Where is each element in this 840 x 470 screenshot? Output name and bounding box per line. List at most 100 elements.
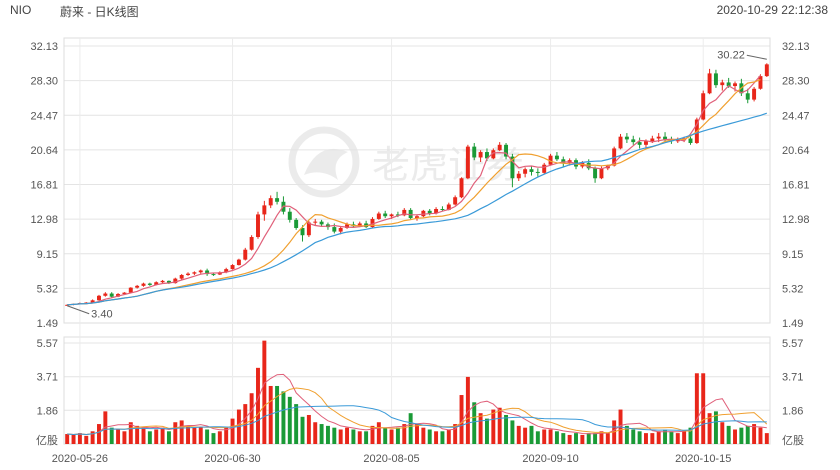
price-tick-label-right: 20.64 [782, 145, 810, 157]
candle-body [224, 269, 229, 273]
volume-bar [694, 373, 699, 444]
volume-bar [294, 404, 299, 444]
candle-body [713, 73, 718, 86]
price-tick-label-right: 5.32 [782, 283, 803, 295]
volume-bar [644, 433, 648, 444]
volume-bar [535, 431, 540, 444]
volume-bar [752, 424, 757, 444]
price-tick-label-left: 9.15 [37, 249, 58, 261]
volume-bar [122, 431, 127, 444]
volume-bar [478, 413, 483, 444]
volume-bar [205, 429, 210, 444]
candle-body [128, 287, 133, 293]
volume-ma20-line [67, 405, 767, 436]
candle-body [357, 223, 362, 227]
volume-bar [389, 429, 394, 444]
volume-bar [166, 431, 171, 444]
candle-body [294, 219, 299, 228]
price-tick-label-left: 28.30 [30, 76, 58, 88]
candle-body [554, 155, 559, 160]
volume-bar [198, 426, 203, 444]
volume-bar [631, 429, 636, 444]
volume-bar [268, 385, 273, 444]
chart-header: NIO 蔚来 - 日K线图 2020-10-29 22:12:38 [0, 0, 840, 20]
volume-bar [561, 433, 566, 444]
volume-bar [319, 424, 324, 444]
candle-body [561, 159, 566, 163]
volume-ma10-line [67, 387, 768, 436]
candle-body [446, 204, 451, 210]
volume-bar [529, 425, 534, 444]
volume-bar [376, 422, 381, 444]
high-marker-line [746, 54, 767, 60]
ma10-line [67, 79, 761, 306]
candle-body [389, 214, 394, 217]
candle-body [472, 146, 477, 158]
volume-bar [224, 427, 229, 444]
watermark: 老虎证券 [288, 126, 524, 198]
volume-bar [211, 433, 216, 444]
candle-body [275, 198, 280, 202]
volume-bar [179, 420, 184, 444]
ma5-line [67, 75, 761, 306]
volume-bar [491, 409, 496, 444]
candle-body [504, 144, 509, 157]
volume-bar [281, 391, 286, 444]
candle-body [624, 136, 629, 140]
volume-bar [440, 431, 445, 444]
candle-body [733, 83, 737, 87]
candle-body [262, 205, 267, 215]
candle-body [548, 155, 553, 165]
candle-body [415, 216, 419, 219]
volume-bar [383, 427, 388, 444]
volume-bar [554, 431, 559, 444]
volume-tick-label-right: 1.86 [782, 405, 803, 417]
volume-bar [249, 393, 254, 444]
candle-body [644, 141, 648, 145]
volume-unit-label-right: 亿股 [782, 434, 804, 447]
price-tick-label-left: 12.98 [30, 214, 58, 226]
volume-bar [446, 429, 451, 444]
date-tick-label: 2020-09-10 [522, 453, 578, 465]
volume-bar [574, 433, 578, 444]
volume-bar [402, 424, 407, 444]
high-marker-label: 30.22 [717, 49, 745, 61]
candle-body [173, 278, 178, 284]
candle-body [65, 304, 70, 306]
volume-tick-label-left: 3.71 [37, 372, 58, 384]
price-tick-label-left: 24.47 [30, 110, 58, 122]
low-marker-label: 3.40 [91, 309, 112, 321]
candle-body [484, 152, 489, 159]
candle-body [103, 293, 108, 296]
volume-bar [663, 429, 668, 444]
candle-body [516, 173, 521, 179]
volume-bar [764, 433, 769, 444]
candle-body [383, 213, 388, 217]
volume-bar [415, 424, 419, 444]
volume-bar [325, 425, 330, 444]
volume-bar [542, 429, 547, 444]
volume-bar [669, 431, 674, 444]
volume-bar [599, 431, 604, 444]
candle-body [726, 82, 731, 87]
price-tick-label-right: 1.49 [782, 318, 803, 330]
candle-body [618, 136, 623, 149]
candle-body [599, 168, 604, 179]
price-tick-label-left: 5.32 [37, 283, 58, 295]
candle-body [370, 218, 375, 228]
price-tick-label-right: 24.47 [782, 110, 810, 122]
volume-bar [256, 367, 260, 444]
volume-bar [427, 429, 432, 444]
volume-bar [567, 434, 572, 444]
volume-bar [688, 427, 693, 444]
candle-body [675, 140, 680, 142]
volume-bar [217, 431, 222, 444]
candle-body [395, 214, 400, 216]
candle-body [135, 285, 140, 288]
candle-body [529, 169, 534, 172]
candle-body [300, 227, 305, 236]
volume-bar [287, 396, 292, 444]
volume-bar [338, 429, 343, 444]
candle-body [465, 146, 470, 179]
